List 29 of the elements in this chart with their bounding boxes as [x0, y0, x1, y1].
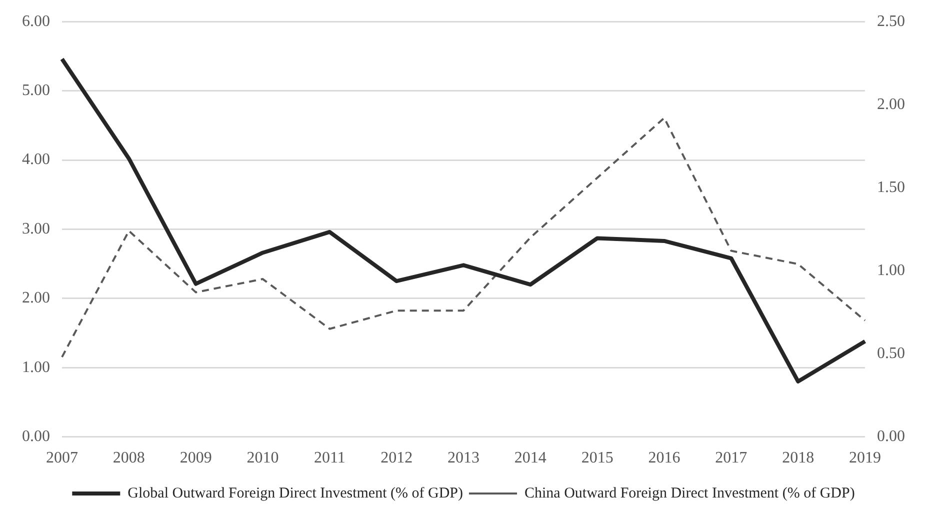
legend-label: Global Outward Foreign Direct Investment (% of GDP) [128, 485, 463, 502]
x-tick-label: 2008 [112, 450, 145, 467]
x-tick-label: 2016 [648, 450, 680, 467]
y2-tick-label: 0.00 [877, 428, 905, 446]
x-tick-label: 2013 [448, 450, 480, 467]
y-tick-label: 2.00 [22, 290, 50, 307]
x-tick-label: 2019 [849, 450, 881, 467]
x-tick-label: 2011 [314, 450, 346, 467]
x-tick-label: 2014 [514, 450, 546, 467]
y-tick-label: 1.00 [22, 358, 50, 376]
x-tick-label: 2018 [782, 450, 814, 467]
x-tick-label: 2012 [380, 450, 413, 467]
y-tick-label: 3.00 [22, 220, 50, 238]
x-tick-label: 2010 [246, 450, 279, 467]
y2-tick-label: 0.50 [877, 344, 905, 362]
y2-tick-label: 2.50 [877, 12, 905, 30]
legend-label: China Outward Foreign Direct Investment (% of GDP) [524, 485, 855, 502]
line-series [61, 116, 866, 358]
y-tick-label: 0.00 [22, 428, 50, 446]
y2-tick-label: 1.00 [877, 262, 905, 279]
y-tick-label: 6.00 [22, 12, 50, 30]
y-tick-label: 5.00 [22, 82, 50, 100]
x-tick-label: 2007 [46, 450, 78, 467]
x-tick-label: 2009 [180, 450, 212, 467]
x-tick-label: 2015 [581, 450, 614, 467]
y2-tick-label: 2.00 [877, 96, 905, 113]
y2-tick-label: 1.50 [877, 178, 905, 196]
x-tick-label: 2017 [715, 450, 748, 467]
y-tick-label: 4.00 [22, 151, 50, 168]
